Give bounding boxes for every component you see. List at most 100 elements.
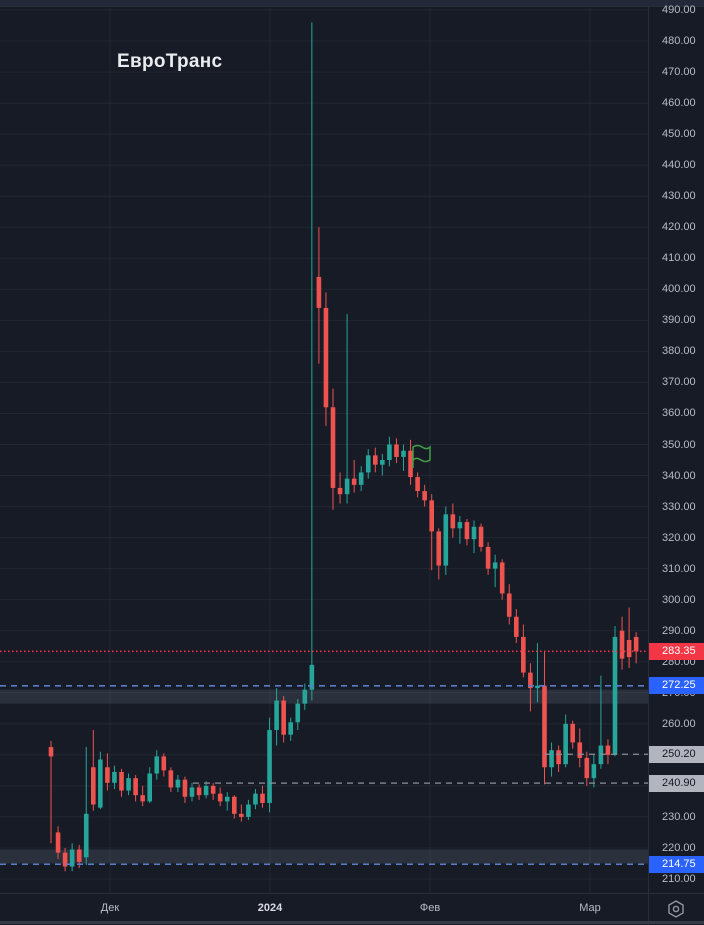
price-tick-label: 330.00 [662, 500, 696, 513]
price-tick-label: 370.00 [662, 376, 696, 389]
price-tick-label: 450.00 [662, 128, 696, 141]
time-axis[interactable]: Дек 2024 Фев Мар [0, 893, 704, 925]
price-tick-label: 320.00 [662, 531, 696, 544]
candle-body [147, 773, 152, 802]
candle-body [584, 757, 590, 779]
candle-body [232, 796, 237, 814]
candle-body [626, 640, 632, 658]
settings-hexagon-icon[interactable] [660, 897, 692, 921]
candle-body [471, 526, 477, 540]
candle-body [83, 813, 89, 858]
candle-body [55, 832, 61, 853]
candle-body [98, 759, 103, 808]
candle-body [316, 276, 322, 308]
candle-body [288, 722, 293, 735]
candle-body [210, 785, 216, 794]
price-tick-label: 410.00 [662, 252, 696, 265]
price-tick-label: 340.00 [662, 469, 696, 482]
price-tick-label: 430.00 [662, 190, 696, 203]
price-tick-label: 390.00 [662, 314, 696, 327]
price-tick-label: 470.00 [662, 66, 696, 79]
price-tick-label: 360.00 [662, 407, 696, 420]
candle-body [408, 450, 413, 478]
time-axis-label: Фев [419, 902, 441, 914]
candle-body [401, 450, 406, 457]
price-tick-label: 290.00 [662, 624, 696, 637]
candle-body [422, 491, 427, 501]
candle-body [175, 779, 181, 788]
candle-body [373, 455, 378, 465]
candle-body [450, 514, 456, 529]
price-tick-label: 440.00 [662, 159, 696, 172]
candle-body [514, 616, 519, 637]
price-tick-label: 480.00 [662, 35, 696, 48]
candle-body [309, 664, 315, 690]
candle-body [253, 793, 258, 805]
candle-body [556, 750, 561, 765]
candle-body [492, 562, 498, 569]
axis-corner-separator [648, 894, 649, 925]
price-tick-label: 220.00 [662, 841, 696, 854]
candle-body [337, 487, 343, 495]
time-axis-label: Дек [100, 902, 120, 914]
candle-body [91, 767, 96, 805]
price-level-badge: 240.90 [649, 774, 704, 792]
candle-body [457, 522, 463, 529]
price-tick-label: 420.00 [662, 221, 696, 234]
candle-body [365, 455, 371, 473]
candle-body [295, 703, 301, 723]
candle-body [246, 804, 251, 817]
candle-body [380, 460, 385, 465]
candle-body [239, 813, 244, 817]
price-tick-label: 350.00 [662, 438, 696, 451]
candle-body [577, 742, 583, 758]
candle-body [182, 779, 188, 797]
candle-body [168, 770, 174, 788]
candle-body [605, 745, 611, 755]
candle-body [612, 636, 618, 755]
candle-body [76, 849, 82, 862]
candle-body [506, 593, 512, 617]
candle-body [260, 793, 265, 803]
price-zone[interactable] [0, 689, 648, 704]
candle-body [521, 636, 526, 673]
time-axis-label: 2024 [257, 902, 283, 914]
candle-body [302, 689, 308, 704]
candle-body [528, 672, 533, 689]
symbol-title: ЕвроТранс [117, 51, 223, 72]
candle-body [161, 756, 167, 771]
price-level-badge: 250.20 [649, 745, 704, 763]
time-axis-label: Мар [579, 902, 601, 914]
price-tick-label: 310.00 [662, 562, 696, 575]
candle-body [485, 546, 491, 569]
candle-body [330, 407, 336, 488]
last-price-badge: 283.35 [649, 642, 704, 660]
candle-body [358, 472, 364, 485]
price-tick-label: 490.00 [662, 4, 696, 16]
candle-body [478, 526, 484, 547]
candle-body [344, 478, 350, 495]
flag-icon[interactable] [412, 444, 431, 469]
candle-body [203, 785, 209, 796]
candle-body [415, 477, 420, 492]
candle-body [591, 764, 597, 779]
candle-body [281, 700, 286, 735]
price-tick-label: 210.00 [662, 873, 696, 885]
candle-body [196, 787, 202, 796]
window-top-strip [0, 0, 704, 7]
candle-body [499, 562, 505, 594]
candle-body [217, 793, 223, 802]
candle-body [351, 478, 357, 485]
window-bottom-strip [0, 921, 704, 924]
candle-body [535, 685, 540, 689]
candle-body [224, 796, 230, 802]
price-tick-label: 400.00 [662, 283, 696, 296]
price-axis[interactable]: 490.00 480.00 470.00 460.00 450.00 440.00 430.… [648, 4, 704, 893]
candle-body [436, 531, 442, 566]
price-level-badge: 272.25 [649, 677, 704, 695]
price-tick-label: 300.00 [662, 593, 696, 606]
candle-body [69, 849, 75, 867]
candle-body [274, 700, 279, 731]
price-zone[interactable] [0, 849, 648, 864]
